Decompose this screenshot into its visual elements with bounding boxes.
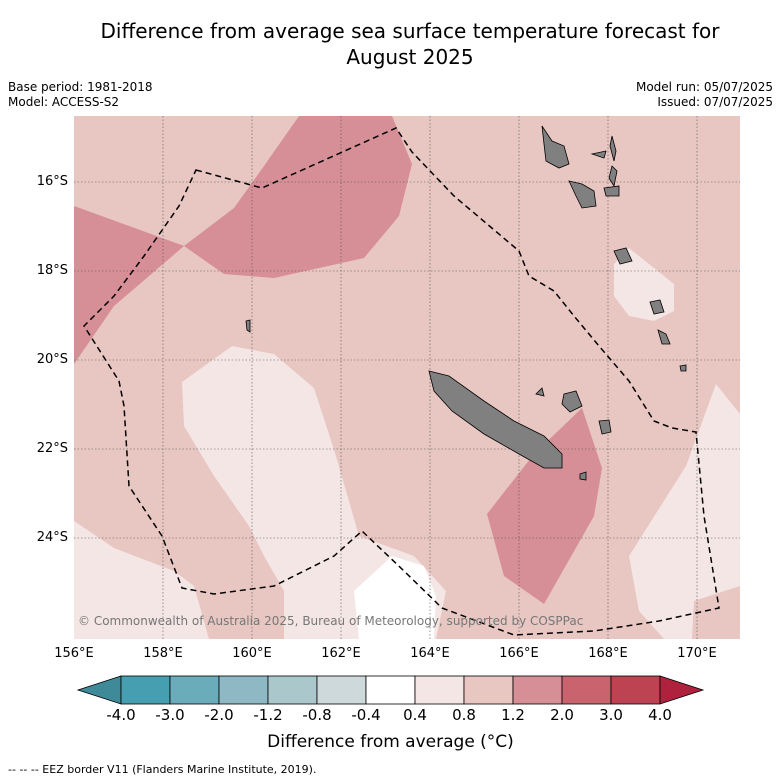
meta-right: Model run: 05/07/2025 Issued: 07/07/2025	[636, 80, 773, 110]
cool-anomaly-east	[629, 384, 740, 639]
lat-label-20s: 20°S	[36, 352, 68, 367]
lon-label-166e: 166°E	[499, 646, 539, 661]
vanuatu-aneityum	[679, 364, 687, 372]
lon-label-164e: 164°E	[410, 646, 450, 661]
copyright-notice: © Commonwealth of Australia 2025, Bureau…	[78, 614, 584, 628]
land-masses	[245, 125, 687, 481]
cool-anomaly-south-west	[74, 521, 209, 639]
colorbar-tick-label: 4.0	[648, 706, 672, 724]
colorbar-tick-label: 0.4	[403, 706, 427, 724]
vanuatu-ambae	[590, 150, 607, 159]
new-caledonia	[428, 370, 563, 469]
colorbar-tick-label: -0.4	[351, 706, 381, 724]
vanuatu-epi	[603, 185, 620, 197]
lat-label-22s: 22°S	[36, 441, 68, 456]
sst-map	[74, 116, 740, 639]
base-period: Base period: 1981-2018	[8, 80, 153, 94]
meta-left: Base period: 1981-2018 Model: ACCESS-S2	[8, 80, 153, 110]
lon-label-168e: 168°E	[588, 646, 628, 661]
neutral-area-south	[354, 556, 436, 639]
colorbar-box	[512, 675, 563, 705]
colorbar-tick-label: -3.0	[155, 706, 185, 724]
loyalty-island-1	[535, 387, 545, 397]
lat-label-16s: 16°S	[36, 174, 68, 189]
vanuatu-tanna	[657, 329, 671, 345]
colorbar-box	[120, 675, 171, 705]
colorbar-box	[414, 675, 465, 705]
lon-label-156e: 156°E	[54, 646, 94, 661]
model-name: Model: ACCESS-S2	[8, 95, 120, 109]
colorbar-boxes	[76, 675, 705, 705]
loyalty-island-3	[598, 419, 612, 435]
model-run: Model run: 05/07/2025	[635, 80, 773, 94]
colorbar-tick-label: 0.8	[452, 706, 476, 724]
lon-label-158e: 158°E	[143, 646, 183, 661]
sst-base-field	[74, 116, 740, 639]
lon-label-160e: 160°E	[232, 646, 272, 661]
isle-of-pines	[579, 471, 587, 481]
colorbar-tick-label: 3.0	[599, 706, 623, 724]
lon-label-162e: 162°E	[321, 646, 361, 661]
colorbar-box	[561, 675, 612, 705]
gridlines	[74, 116, 740, 639]
issued-date: Issued: 07/07/2025	[657, 95, 773, 109]
vanuatu-malekula	[568, 180, 597, 209]
colorbar	[76, 675, 705, 705]
lon-label-170e: 170°E	[677, 646, 717, 661]
colorbar-tick-label: -1.2	[253, 706, 283, 724]
colorbar-box	[169, 675, 220, 705]
warm-anomaly-south-east	[487, 408, 602, 604]
vanuatu-pentecost	[608, 165, 618, 188]
lat-label-24s: 24°S	[36, 530, 68, 545]
colorbar-box	[267, 675, 318, 705]
eez-footnote: -- -- -- EEZ border V11 (Flanders Marine…	[8, 763, 317, 776]
colorbar-over-arrow	[659, 675, 705, 705]
chesterfield-islet	[245, 319, 251, 333]
warm-anomaly-west	[74, 206, 184, 364]
colorbar-box	[365, 675, 416, 705]
colorbar-tick-label: 2.0	[550, 706, 574, 724]
title-line-1: Difference from average sea surface temp…	[100, 19, 720, 43]
colorbar-box	[218, 675, 269, 705]
colorbar-under-arrow	[76, 675, 122, 705]
vanuatu-maewo	[609, 135, 617, 162]
colorbar-tick-label: 1.2	[501, 706, 525, 724]
title-line-2: August 2025	[346, 45, 474, 69]
colorbar-title: Difference from average (°C)	[267, 732, 514, 752]
colorbar-tick-label: -0.8	[302, 706, 332, 724]
lat-label-18s: 18°S	[36, 263, 68, 278]
colorbar-box	[316, 675, 367, 705]
vanuatu-espiritu-santo	[541, 125, 570, 169]
vanuatu-erromango	[649, 299, 665, 315]
vanuatu-efate	[613, 247, 633, 265]
colorbar-box	[463, 675, 514, 705]
map-title: Difference from average sea surface temp…	[40, 18, 780, 70]
colorbar-tick-label: -2.0	[204, 706, 234, 724]
cool-anomaly-central	[182, 346, 446, 639]
loyalty-island-2	[561, 390, 583, 413]
colorbar-tick-label: -4.0	[106, 706, 136, 724]
colorbar-box	[610, 675, 661, 705]
